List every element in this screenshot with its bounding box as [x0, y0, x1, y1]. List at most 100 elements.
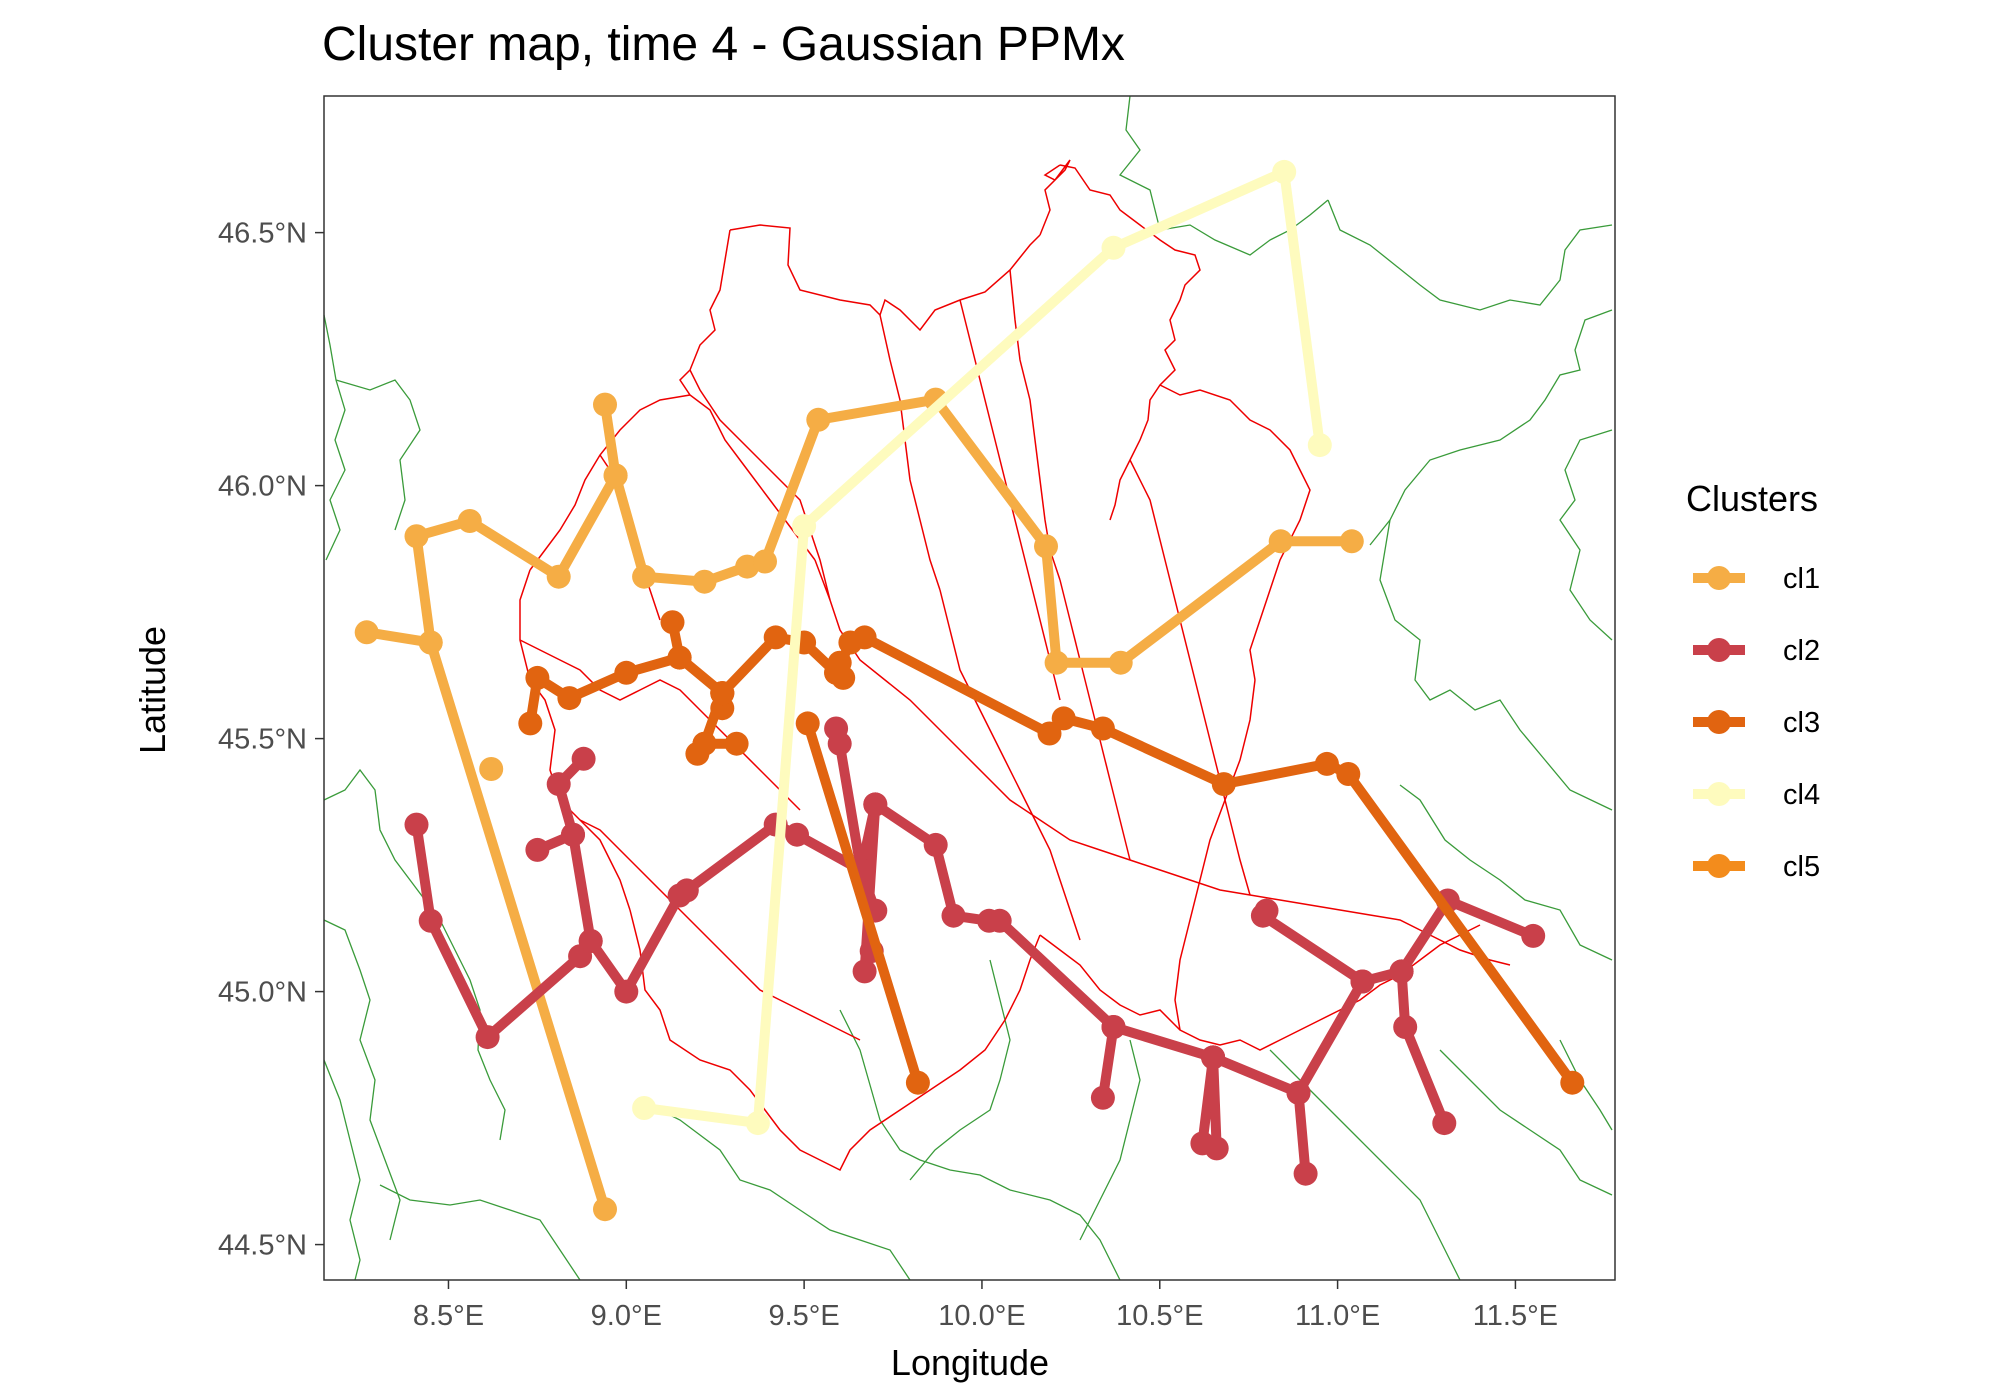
series-cl1-point	[1268, 529, 1293, 554]
series-cl3-point	[763, 625, 788, 650]
cluster-series	[354, 159, 1585, 1222]
series-cl2-point	[418, 908, 443, 933]
x-tick-label: 11.0°E	[1295, 1300, 1380, 1332]
legend-label: cl3	[1783, 707, 1820, 739]
series-cl3-point	[660, 610, 685, 635]
legend-label: cl1	[1783, 563, 1820, 595]
series-cl2-point	[404, 812, 429, 837]
series-cl3-point	[1211, 772, 1236, 797]
series-cl3	[518, 610, 1585, 1095]
series-cl1-point	[593, 392, 617, 417]
series-cl3-point	[724, 731, 749, 756]
series-cl1-point	[603, 463, 628, 488]
series-cl1-point	[1108, 650, 1133, 675]
series-cl3-point	[1051, 706, 1076, 731]
regional-boundaries-green	[323, 95, 1613, 1281]
series-cl2-point	[1350, 969, 1375, 994]
y-axis: 44.5°N 45.0°N 45.5°N 46.0°N 46.5°N	[218, 218, 324, 1262]
series-cl2-point	[827, 731, 852, 756]
series-cl2-point	[1293, 1161, 1318, 1186]
x-tick-label: 10.0°E	[938, 1300, 1025, 1332]
series-cl1-point	[1339, 529, 1364, 554]
x-axis-title: Longitude	[891, 1342, 1049, 1383]
series-cl3-point	[905, 1070, 930, 1095]
series-cl3-point	[557, 686, 582, 711]
series-cl2-point	[475, 1025, 500, 1050]
series-cl1-point	[753, 549, 777, 574]
series-cl1-point	[1044, 650, 1069, 675]
series-cl4-point	[1307, 433, 1332, 458]
legend: Clusters cl1 cl2 cl3 cl4 cl5	[1686, 478, 1820, 883]
legend-label: cl4	[1783, 779, 1820, 811]
x-tick-label: 11.5°E	[1473, 1300, 1558, 1332]
x-tick-label: 9.0°E	[591, 1300, 662, 1332]
series-cl3-point	[1314, 751, 1339, 776]
series-cl1-point	[546, 564, 571, 589]
series-cl3-point	[1090, 716, 1115, 741]
legend-label: cl5	[1783, 851, 1820, 883]
series-cl4-point	[1272, 159, 1297, 184]
series-cl3-point	[1560, 1070, 1585, 1095]
x-tick-label: 8.5°E	[413, 1300, 484, 1332]
series-cl2-point	[1204, 1136, 1229, 1161]
x-axis: 8.5°E 9.0°E 9.5°E 10.0°E 10.5°E 11.0°E 11.5°E	[413, 1280, 1558, 1332]
y-tick-label: 45.5°N	[218, 724, 307, 756]
series-cl3-point	[525, 665, 550, 690]
series-cl2-point	[863, 792, 888, 817]
series-cl1-point	[418, 630, 443, 655]
series-cl2-point	[1393, 1015, 1418, 1039]
series-cl1-point	[457, 509, 482, 533]
legend-item-cl5: cl5	[1693, 851, 1820, 883]
series-cl1-point	[692, 569, 717, 594]
y-axis-title: Latitude	[132, 626, 173, 754]
legend-label: cl2	[1783, 635, 1820, 667]
map-background	[323, 95, 1613, 1281]
series-cl1-point	[354, 620, 379, 645]
series-cl3-point	[795, 711, 820, 736]
series-cl2-point	[1254, 898, 1279, 923]
series-cl3-point	[518, 711, 543, 736]
series-cl2-point	[987, 908, 1012, 933]
series-cl2-point	[1201, 1045, 1226, 1070]
series-cl2-point	[525, 837, 550, 862]
legend-item-cl4: cl4	[1693, 779, 1820, 811]
series-cl2-point	[561, 822, 585, 847]
series-cl3-point	[614, 660, 639, 685]
legend-key-point	[1707, 566, 1731, 590]
series-cl2-point	[674, 878, 699, 903]
series-cl4-point	[745, 1111, 770, 1136]
series-cl2-point	[571, 746, 596, 771]
series-cl2-point	[614, 979, 639, 1004]
legend-title: Clusters	[1686, 478, 1818, 519]
series-cl4-line	[639, 166, 1325, 1129]
legend-key-point	[1707, 638, 1731, 662]
y-tick-label: 46.5°N	[218, 218, 307, 250]
series-cl3-point	[692, 731, 717, 756]
series-cl2-point	[852, 959, 877, 984]
series-cl2-point	[1521, 923, 1546, 948]
series-cl3-point	[1037, 721, 1062, 746]
series-cl1-point	[806, 407, 831, 432]
series-cl1-point	[404, 524, 429, 549]
y-tick-label: 44.5°N	[218, 1230, 307, 1262]
legend-key-point	[1707, 710, 1731, 734]
series-cl2-point	[941, 903, 966, 928]
series-cl1-point	[632, 564, 657, 589]
y-tick-label: 46.0°N	[218, 471, 307, 503]
series-cl2-point	[923, 832, 948, 857]
legend-item-cl2: cl2	[1693, 635, 1820, 667]
series-cl2-point	[785, 822, 809, 847]
series-cl4-point	[792, 514, 817, 539]
series-cl1-point	[593, 1197, 617, 1222]
series-cl2-point	[578, 929, 603, 953]
series-cl3-point	[852, 625, 877, 650]
series-cl2-point	[1286, 1080, 1311, 1105]
series-cl3-point	[831, 665, 856, 690]
x-tick-label: 9.5°E	[768, 1300, 839, 1332]
legend-item-cl3: cl3	[1693, 707, 1820, 739]
regional-boundaries-red	[519, 159, 1511, 1172]
series-cl3-point	[710, 681, 735, 706]
series-cl2-point	[1101, 1015, 1126, 1039]
series-cl3-point	[1336, 762, 1361, 786]
